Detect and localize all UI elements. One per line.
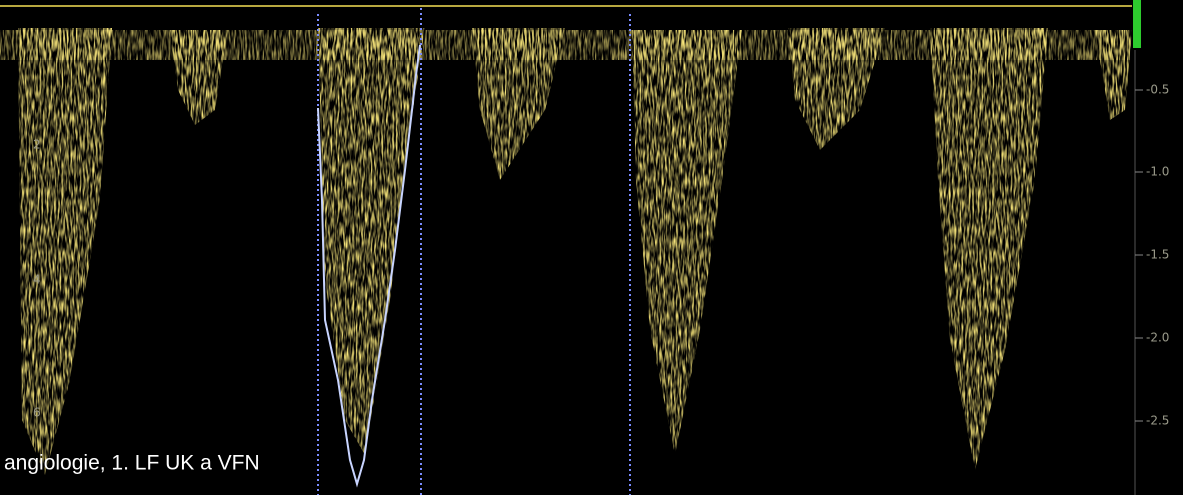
page: -0.5 -1.0 -1.5 -2.0 -2.5 2 4 6 angiologi… xyxy=(0,0,1183,495)
level-bar xyxy=(1133,0,1141,48)
scale-label: 6 xyxy=(33,406,41,420)
doppler-screen: -0.5 -1.0 -1.5 -2.0 -2.5 2 4 6 angiologi… xyxy=(0,0,1183,495)
scale-label: -0.5 xyxy=(1146,83,1169,97)
scale-label: -1.0 xyxy=(1146,165,1169,179)
scale-label: -1.5 xyxy=(1146,248,1169,262)
watermark: angiologie, 1. LF UK a VFN xyxy=(4,452,260,475)
scale-label: 4 xyxy=(33,273,41,287)
scale-label: -2.5 xyxy=(1146,414,1169,428)
scale-label: -2.0 xyxy=(1146,331,1169,345)
scale-label: 2 xyxy=(33,138,41,152)
